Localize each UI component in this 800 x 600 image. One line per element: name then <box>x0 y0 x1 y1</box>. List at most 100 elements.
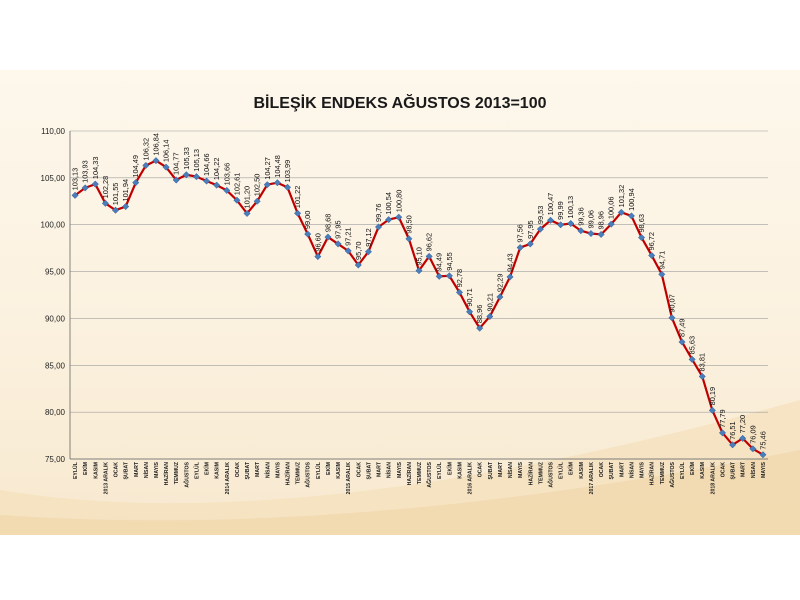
data-label: 96,72 <box>647 232 656 251</box>
x-tick-label: OCAK <box>720 462 726 478</box>
x-tick-label: 2017 ARALIK <box>589 462 595 495</box>
data-point <box>142 161 150 170</box>
x-tick-label: HAZİRAN <box>649 462 656 486</box>
data-label: 103,93 <box>81 160 90 183</box>
x-tick-label: ŞUBAT <box>731 461 737 479</box>
x-tick-label: ŞUBAT <box>488 461 494 479</box>
data-label: 105,33 <box>182 147 191 170</box>
data-label: 90,07 <box>667 294 676 313</box>
data-point <box>567 219 575 228</box>
data-point <box>395 213 403 221</box>
data-label: 106,32 <box>141 138 150 161</box>
data-label: 101,94 <box>121 179 130 202</box>
data-label: 94,49 <box>435 253 444 272</box>
data-point <box>749 445 757 453</box>
data-label: 95,70 <box>354 242 363 261</box>
data-point <box>354 261 362 269</box>
data-label: 99,36 <box>576 207 585 226</box>
x-tick-label: KASIM <box>457 462 463 479</box>
x-tick-label: KASIM <box>93 462 99 479</box>
x-tick-label: ŞUBAT <box>366 461 372 479</box>
x-axis-ticks: EYLÜL EKİM KASIM 2013 ARALIK OCAK ŞUBAT MART Nİ… <box>72 461 767 494</box>
data-label: 97,12 <box>364 228 373 247</box>
x-tick-label: MAYIS <box>640 461 646 477</box>
series-layer <box>71 157 767 459</box>
data-point <box>759 451 767 459</box>
data-label: 104,49 <box>131 155 140 178</box>
x-tick-label: OCAK <box>114 462 120 478</box>
x-tick-label: EKİM <box>325 462 332 475</box>
data-point <box>658 270 666 278</box>
x-tick-label: 2016 ARALIK <box>468 462 474 495</box>
x-tick-label: KASIM <box>700 462 706 479</box>
x-tick-label: OCAK <box>599 462 605 478</box>
x-tick-label: AĞUSTOS <box>668 461 676 487</box>
data-point <box>344 247 352 255</box>
data-point <box>223 186 231 194</box>
data-point <box>587 229 595 238</box>
data-label: 96,60 <box>313 233 322 252</box>
data-label: 98,96 <box>597 211 606 230</box>
x-tick-label: TEMMUZ <box>538 461 544 484</box>
x-tick-label: TEMMUZ <box>296 461 302 484</box>
x-tick-label: EKİM <box>446 462 453 475</box>
y-tick-label: 90,00 <box>45 314 66 323</box>
x-tick-label: EYLÜL <box>558 461 565 479</box>
data-point <box>486 312 494 321</box>
data-point <box>506 273 514 281</box>
data-point <box>405 235 413 243</box>
data-point <box>668 314 676 322</box>
data-label: 101,20 <box>243 186 252 209</box>
y-tick-label: 80,00 <box>45 408 66 417</box>
data-label: 87,49 <box>678 318 687 337</box>
data-label: 102,50 <box>253 174 262 197</box>
data-point <box>324 233 332 241</box>
x-tick-label: MAYIS <box>518 461 524 477</box>
x-tick-label: NİSAN <box>507 462 514 478</box>
data-label: 76,51 <box>728 421 737 440</box>
x-tick-label: EKİM <box>204 462 211 475</box>
data-label: 104,77 <box>172 152 181 175</box>
data-label: 77,20 <box>738 415 747 434</box>
data-point <box>364 248 372 256</box>
x-tick-label: 2015 ARALIK <box>346 462 352 495</box>
data-point <box>627 212 635 220</box>
x-tick-label: EKİM <box>568 462 575 475</box>
data-point <box>577 227 585 235</box>
data-point <box>557 221 565 229</box>
data-point <box>617 208 625 216</box>
data-point <box>304 230 312 238</box>
data-label: 97,21 <box>344 227 353 246</box>
x-tick-label: MAYIS <box>275 461 281 477</box>
data-point <box>455 288 464 296</box>
data-point <box>334 240 342 248</box>
data-label: 100,47 <box>546 193 555 216</box>
data-label: 92,29 <box>495 273 504 292</box>
slide-background <box>0 70 800 535</box>
decorative-swoosh <box>0 400 800 535</box>
data-label: 97,95 <box>334 220 343 239</box>
x-tick-label: ŞUBAT <box>124 461 130 479</box>
data-point <box>101 199 109 207</box>
data-label: 99,06 <box>586 210 595 229</box>
data-point <box>283 183 292 191</box>
x-tick-label: TEMMUZ <box>660 461 666 484</box>
data-label: 100,13 <box>566 196 575 219</box>
x-tick-label: EYLÜL <box>315 461 322 479</box>
data-point <box>546 216 555 224</box>
data-point <box>162 163 170 171</box>
x-tick-label: MART <box>377 461 383 477</box>
data-point <box>172 176 180 184</box>
data-label: 104,66 <box>202 153 211 176</box>
data-point <box>91 180 99 188</box>
data-label: 94,71 <box>657 251 666 270</box>
y-tick-label: 85,00 <box>45 361 66 370</box>
data-point <box>385 216 393 224</box>
x-tick-label: KASIM <box>215 462 221 479</box>
data-label: 99,53 <box>536 206 545 225</box>
data-point <box>111 206 120 214</box>
data-label: 103,99 <box>283 160 292 183</box>
data-point <box>698 372 706 380</box>
